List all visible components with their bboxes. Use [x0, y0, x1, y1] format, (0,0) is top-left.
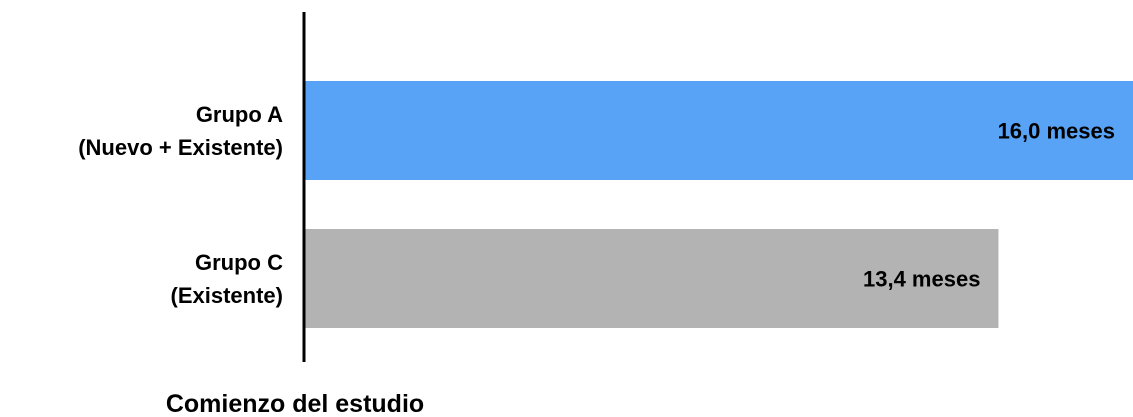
x-axis-title: Comienzo del estudio [166, 390, 424, 417]
category-label-1-line-2: (Nuevo + Existente) [78, 135, 283, 160]
bars-layer [305, 81, 1133, 328]
category-label-1-line-1: Grupo A [196, 102, 283, 127]
data-label-2: 13,4 meses [863, 267, 980, 292]
bar-1 [305, 81, 1133, 180]
labels-layer: 16,0 meses Grupo A (Nuevo + Existente) 13,4… [78, 102, 1115, 308]
bar-2 [305, 229, 999, 328]
category-label-2-line-2: (Existente) [171, 283, 283, 308]
data-label-1: 16,0 meses [998, 119, 1115, 144]
category-label-2-line-1: Grupo C [195, 250, 283, 275]
